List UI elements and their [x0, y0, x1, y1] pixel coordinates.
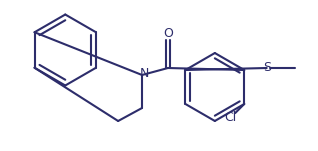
Text: S: S	[263, 61, 272, 74]
Text: N: N	[140, 67, 149, 80]
Text: Cl: Cl	[225, 111, 237, 124]
Text: O: O	[163, 27, 173, 40]
